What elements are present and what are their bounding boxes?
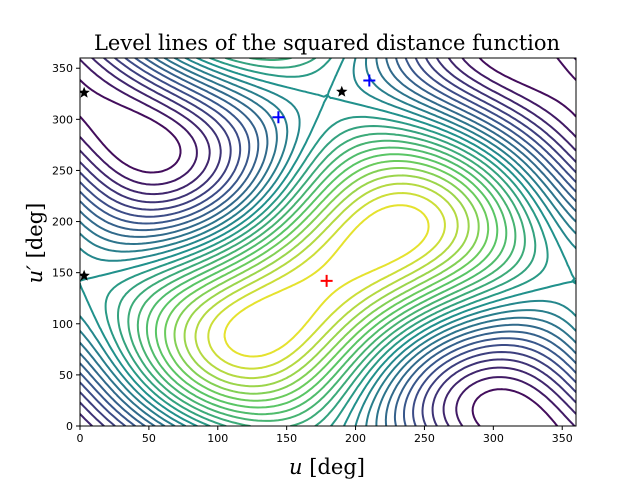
contour-level xyxy=(164,160,490,402)
plot-frame xyxy=(79,57,577,427)
contour-level xyxy=(80,58,576,426)
contour-level xyxy=(223,204,430,358)
x-tick-label: 200 xyxy=(345,432,366,445)
contour-level xyxy=(80,58,576,426)
contour-level xyxy=(80,58,576,426)
y-tick-label: 200 xyxy=(52,216,73,229)
contour-level xyxy=(80,58,576,426)
markers xyxy=(80,74,376,287)
y-axis-label-symbol: u′ xyxy=(23,265,47,284)
y-tick-label: 100 xyxy=(52,318,73,331)
contour-level xyxy=(80,58,576,426)
x-tick-label: 0 xyxy=(77,432,84,445)
contour-level xyxy=(80,58,576,426)
contour-level xyxy=(117,58,537,426)
y-axis-label-unit: [deg] xyxy=(23,203,47,259)
y-axis-ticks: 0 50 100 150 200 250 300 350 xyxy=(52,62,80,433)
x-axis-label: u [deg] xyxy=(289,455,365,479)
x-tick-label: 300 xyxy=(483,432,504,445)
x-tick-label: 100 xyxy=(207,432,228,445)
contour-level xyxy=(80,58,576,426)
x-tick-label: 350 xyxy=(552,432,573,445)
y-tick-label: 250 xyxy=(52,164,73,177)
y-axis-label: u′ [deg] xyxy=(23,203,47,284)
contour-level xyxy=(80,58,576,426)
contour-level xyxy=(80,58,576,426)
x-tick-label: 150 xyxy=(276,432,297,445)
y-tick-label: 50 xyxy=(59,369,73,382)
contour-lines xyxy=(80,58,576,426)
plus-marker xyxy=(272,111,285,124)
y-tick-label: 350 xyxy=(52,62,73,75)
x-tick-label: 50 xyxy=(142,432,156,445)
contour-level xyxy=(80,58,576,426)
plus-marker xyxy=(320,274,333,287)
contour-level xyxy=(145,146,508,416)
star-marker xyxy=(80,269,90,281)
x-tick-label: 250 xyxy=(414,432,435,445)
contour-level xyxy=(127,58,526,426)
contour-level xyxy=(80,58,576,426)
contour-level xyxy=(207,192,446,370)
x-axis-label-symbol: u xyxy=(289,455,303,479)
y-tick-label: 0 xyxy=(66,420,73,433)
contour-level xyxy=(173,167,480,395)
contour-level xyxy=(104,58,549,426)
y-tick-label: 150 xyxy=(52,267,73,280)
y-tick-label: 300 xyxy=(52,113,73,126)
plus-marker xyxy=(363,74,376,87)
contour-level xyxy=(154,153,499,409)
chart-title: Level lines of the squared distance func… xyxy=(94,31,560,55)
contour-level xyxy=(80,58,576,426)
x-axis-label-unit: [deg] xyxy=(309,455,365,479)
star-marker xyxy=(80,86,90,98)
contour-level xyxy=(183,174,470,388)
star-marker xyxy=(336,85,348,97)
contour-level xyxy=(80,58,576,426)
x-axis-ticks: 0 50 100 150 200 250 300 350 xyxy=(77,426,573,445)
contour-level xyxy=(136,139,517,422)
contour-level xyxy=(194,182,459,380)
